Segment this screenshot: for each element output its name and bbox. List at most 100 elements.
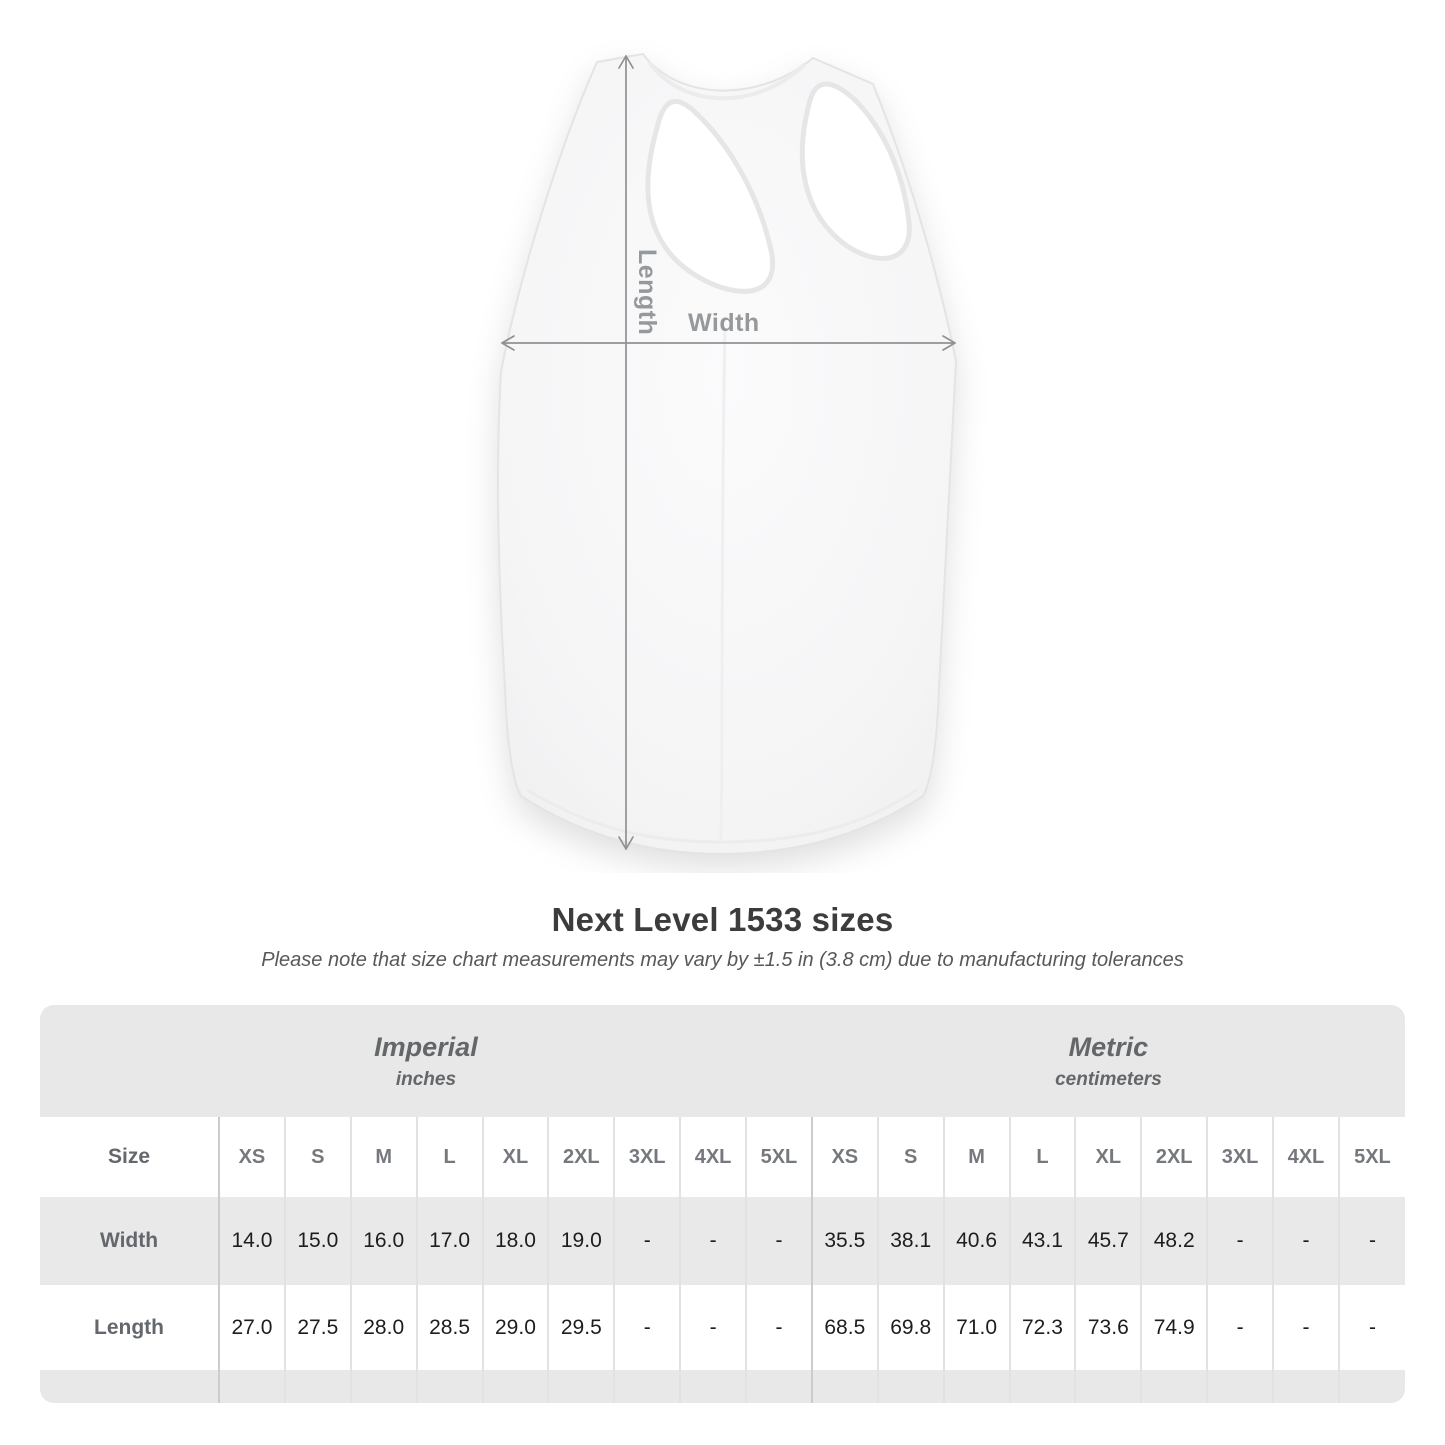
footer-cell — [810, 1370, 878, 1403]
measurement-cell: - — [1337, 1197, 1405, 1285]
width-row: Width 14.0 15.0 16.0 17.0 18.0 19.0 - - … — [40, 1197, 1405, 1285]
measurement-cell: 40.6 — [942, 1197, 1010, 1285]
size-header-cell: XS — [810, 1117, 878, 1197]
metric-unit-label: centimeters — [1055, 1068, 1162, 1090]
size-header-cell: XS — [218, 1117, 285, 1197]
size-header-cell: 3XL — [613, 1117, 681, 1197]
footer-cell — [283, 1370, 351, 1403]
measurement-cell: - — [613, 1197, 681, 1285]
measurement-cell: 29.5 — [547, 1285, 615, 1370]
measurement-cell: 43.1 — [1008, 1197, 1076, 1285]
measurement-cell: - — [1206, 1285, 1273, 1370]
measurement-cell: 38.1 — [876, 1197, 944, 1285]
footer-cell — [613, 1370, 681, 1403]
measurement-cell: 74.9 — [1140, 1285, 1208, 1370]
measurement-cell: 15.0 — [283, 1197, 351, 1285]
measurement-cell: - — [1272, 1197, 1339, 1285]
imperial-group-header: Imperial inches — [40, 1005, 812, 1117]
measurement-cell: 17.0 — [415, 1197, 483, 1285]
length-row: Length 27.0 27.5 28.0 28.5 29.0 29.5 - -… — [40, 1285, 1405, 1370]
size-header-cell: XL — [481, 1117, 549, 1197]
measurement-cell: 28.5 — [415, 1285, 483, 1370]
measurement-cell: - — [1337, 1285, 1405, 1370]
table-footer-row — [40, 1370, 1405, 1403]
measurement-cell: 69.8 — [876, 1285, 944, 1370]
measurement-cell: - — [679, 1197, 746, 1285]
footer-cell — [415, 1370, 483, 1403]
size-header-cell: 5XL — [745, 1117, 812, 1197]
right-armhole-cutout — [799, 81, 912, 261]
size-header-cell: 3XL — [1206, 1117, 1273, 1197]
footer-cell — [942, 1370, 1010, 1403]
measurement-cell: 18.0 — [481, 1197, 549, 1285]
footer-cell — [1337, 1370, 1405, 1403]
tank-silhouette — [497, 52, 958, 856]
measurement-cell: 45.7 — [1074, 1197, 1142, 1285]
size-header-cell: 2XL — [547, 1117, 615, 1197]
measurement-cell: 48.2 — [1140, 1197, 1208, 1285]
footer-cell — [547, 1370, 615, 1403]
footer-cell — [1140, 1370, 1208, 1403]
size-header-cell: L — [1008, 1117, 1076, 1197]
footer-cell — [1206, 1370, 1273, 1403]
size-header-cell: M — [942, 1117, 1010, 1197]
measurement-cell: 71.0 — [942, 1285, 1010, 1370]
size-header-cell: 5XL — [1337, 1117, 1405, 1197]
measurement-cell: - — [613, 1285, 681, 1370]
footer-cell — [40, 1370, 219, 1403]
size-header-cell: L — [415, 1117, 483, 1197]
tank-top-svg — [497, 52, 958, 856]
measurement-cell: 35.5 — [810, 1197, 878, 1285]
measurement-cell: - — [745, 1197, 812, 1285]
page-title: Next Level 1533 sizes — [551, 901, 894, 938]
footer-cell — [679, 1370, 746, 1403]
measurement-cell: 68.5 — [810, 1285, 878, 1370]
size-column-header: Size — [40, 1117, 219, 1197]
length-dimension-label: Length — [633, 249, 661, 336]
neckline-trim — [647, 60, 807, 101]
size-header-cell: XL — [1074, 1117, 1142, 1197]
footer-cell — [1272, 1370, 1339, 1403]
size-header-cell: S — [283, 1117, 351, 1197]
footer-cell — [745, 1370, 812, 1403]
footer-cell — [481, 1370, 549, 1403]
size-header-cell: S — [876, 1117, 944, 1197]
size-chart-table: Imperial inches Metric centimeters Size … — [40, 1005, 1405, 1403]
measurement-cell: - — [679, 1285, 746, 1370]
metric-group-header: Metric centimeters — [811, 1005, 1405, 1117]
unit-group-row: Imperial inches Metric centimeters — [40, 1005, 1405, 1117]
length-arrow — [618, 55, 634, 850]
size-header-row: Size XS S M L XL 2XL 3XL 4XL 5XL XS S M … — [40, 1117, 1405, 1197]
row-label: Width — [40, 1197, 219, 1285]
measurement-cell: - — [1272, 1285, 1339, 1370]
measurement-cell: 16.0 — [349, 1197, 417, 1285]
measurement-cell: - — [745, 1285, 812, 1370]
footer-cell — [349, 1370, 417, 1403]
size-header-cell: 4XL — [1272, 1117, 1339, 1197]
measurement-cell: 27.5 — [283, 1285, 351, 1370]
width-dimension-label: Width — [688, 309, 760, 337]
size-header-cell: 4XL — [679, 1117, 746, 1197]
tolerance-note: Please note that size chart measurements… — [261, 949, 1184, 971]
measurement-cell: 28.0 — [349, 1285, 417, 1370]
footer-cell — [218, 1370, 285, 1403]
metric-label: Metric — [1068, 1032, 1149, 1063]
measurement-cell: - — [1206, 1197, 1273, 1285]
width-arrow — [501, 335, 956, 351]
row-label: Length — [40, 1285, 219, 1370]
imperial-label: Imperial — [374, 1032, 478, 1063]
measurement-cell: 72.3 — [1008, 1285, 1076, 1370]
tank-top-image — [457, 28, 987, 873]
size-header-cell: 2XL — [1140, 1117, 1208, 1197]
footer-cell — [1008, 1370, 1076, 1403]
measurement-cell: 29.0 — [481, 1285, 549, 1370]
center-crease — [719, 327, 727, 843]
measurement-cell: 14.0 — [218, 1197, 285, 1285]
measurement-cell: 73.6 — [1074, 1285, 1142, 1370]
measurement-cell: 19.0 — [547, 1197, 615, 1285]
size-header-cell: M — [349, 1117, 417, 1197]
footer-cell — [1074, 1370, 1142, 1403]
imperial-unit-label: inches — [395, 1068, 457, 1090]
left-armhole-cutout — [645, 98, 775, 294]
